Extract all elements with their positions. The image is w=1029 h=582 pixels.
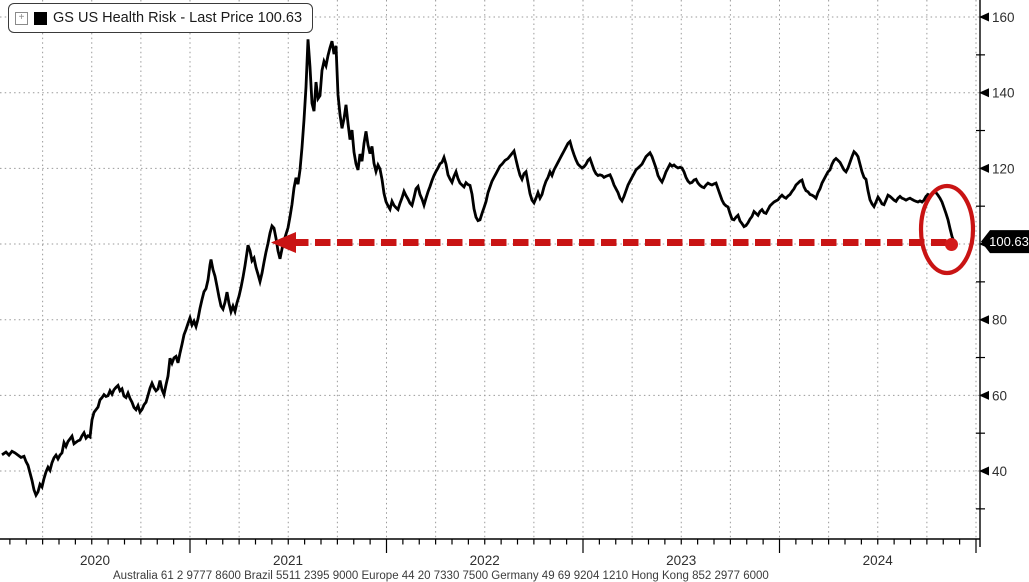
- x-year-label: 2020: [80, 553, 110, 568]
- x-year-label: 2022: [470, 553, 500, 568]
- y-tick-label: 160: [992, 10, 1015, 25]
- y-major-tick-arrow: [979, 466, 989, 476]
- y-tick-label: 80: [992, 313, 1007, 328]
- y-major-tick-arrow: [979, 390, 989, 400]
- bloomberg-footer-text: Australia 61 2 9777 8600 Brazil 5511 239…: [113, 570, 769, 582]
- y-tick-label: 120: [992, 161, 1015, 176]
- expand-icon[interactable]: +: [15, 11, 28, 25]
- series-swatch: [34, 11, 47, 25]
- y-major-tick-arrow: [979, 88, 989, 98]
- x-year-label: 2021: [273, 553, 303, 568]
- x-year-label: 2024: [863, 553, 894, 568]
- y-major-tick-arrow: [979, 163, 989, 173]
- y-major-tick-arrow: [979, 12, 989, 22]
- price-line: [1, 39, 956, 499]
- arrowhead-left-icon[interactable]: [271, 232, 296, 254]
- x-year-label: 2023: [666, 553, 696, 568]
- last-price-badge-label: 100.63: [989, 234, 1029, 249]
- last-price-badge: [981, 230, 1029, 254]
- legend-box[interactable]: + GS US Health Risk - Last Price 100.63: [8, 3, 314, 33]
- legend-label: GS US Health Risk - Last Price 100.63: [53, 10, 303, 26]
- last-price-dot: [945, 238, 958, 251]
- y-tick-label: 60: [992, 388, 1007, 403]
- y-tick-label: 140: [992, 86, 1015, 101]
- y-major-tick-arrow: [979, 315, 989, 325]
- highlight-ellipse[interactable]: [918, 183, 976, 276]
- y-tick-label: 40: [992, 464, 1007, 479]
